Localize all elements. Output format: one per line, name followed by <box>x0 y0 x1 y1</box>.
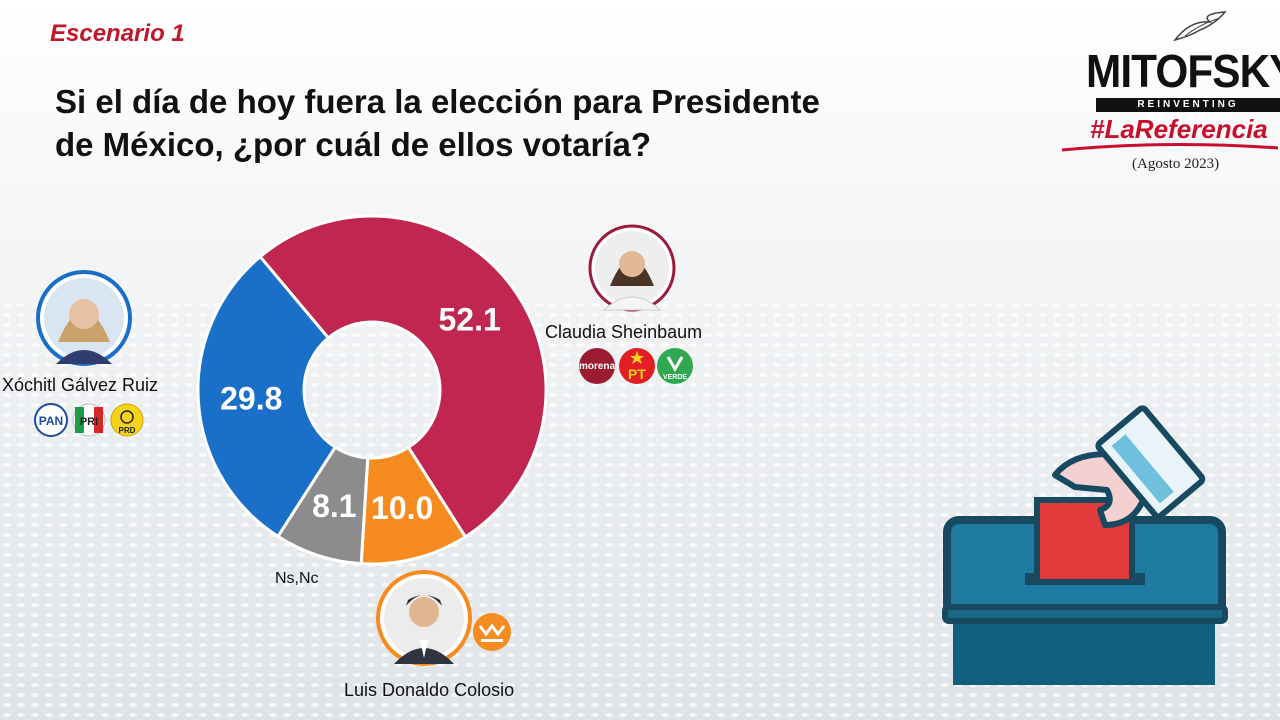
candidate-name-xochitl: Xóchitl Gálvez Ruiz <box>2 375 159 395</box>
logo-swoosh <box>1061 142 1279 152</box>
donut-label-nsnc: 8.1 <box>312 488 356 524</box>
logo-tagline: REINVENTING RESEARCH <box>1096 98 1280 124</box>
mitofsky-logo: MITOFSKY REINVENTING RESEARCH #LaReferen… <box>1060 10 1280 180</box>
avatar-claudia <box>588 224 676 312</box>
svg-text:PT: PT <box>628 366 646 382</box>
morena-logo-icon: morena <box>579 348 616 384</box>
avatar-colosio <box>376 570 472 666</box>
donut-slice-xochitl <box>196 254 338 539</box>
candidate-name-nsnc: Ns,Nc <box>275 570 319 587</box>
pri-logo-icon: PRI <box>72 403 106 437</box>
donut-label-colosio: 10.0 <box>371 490 433 526</box>
svg-text:PRI: PRI <box>80 416 98 428</box>
svg-text:PRD: PRD <box>119 426 136 435</box>
pt-logo-icon: PT <box>619 348 655 384</box>
donut-label-claudia: 52.1 <box>438 302 500 338</box>
verde-logo-icon: VERDE <box>657 348 693 384</box>
pan-logo-icon: PAN <box>34 403 68 437</box>
candidate-name-colosio: Luis Donaldo Colosio <box>344 680 515 700</box>
donut-label-xochitl: 29.8 <box>220 381 282 417</box>
donut-slice-claudia <box>258 214 548 539</box>
question-title: Si el día de hoy fuera la elección para … <box>55 80 1015 166</box>
svg-text:PAN: PAN <box>39 414 63 428</box>
survey-date: (Agosto 2023) <box>1132 156 1220 172</box>
svg-text:morena: morena <box>579 361 616 372</box>
bird-icon <box>1173 11 1227 42</box>
question-line-1: Si el día de hoy fuera la elección para … <box>55 83 820 120</box>
scenario-label: Escenario 1 <box>50 20 185 47</box>
prd-logo-icon: PRD <box>110 403 144 437</box>
ballot-box-icon <box>942 405 1228 685</box>
movimiento-ciudadano-logo-icon <box>473 613 511 651</box>
logo-hashtag: #LaReferencia <box>1090 114 1268 144</box>
avatar-xochitl <box>36 270 132 366</box>
svg-text:VERDE: VERDE <box>663 374 687 381</box>
candidate-name-claudia: Claudia Sheinbaum <box>545 322 703 342</box>
question-line-2: de México, ¿por cuál de ellos votaría? <box>55 126 651 163</box>
logo-brand: MITOFSKY <box>1086 45 1280 97</box>
